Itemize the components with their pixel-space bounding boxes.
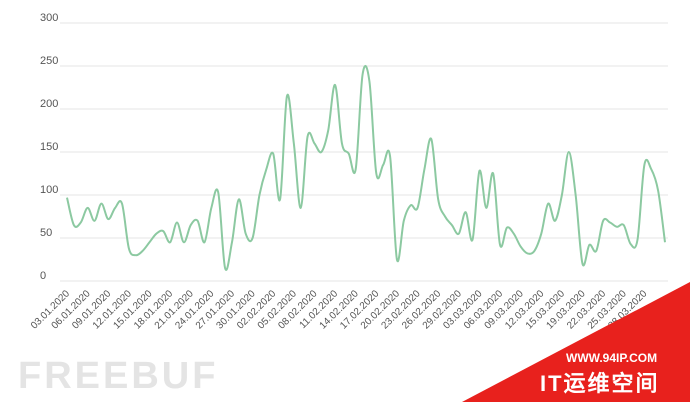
y-tick-label: 250 [40, 55, 58, 67]
watermark: WWW.94IP.COM [566, 351, 657, 365]
line [66, 65, 666, 271]
y-tick-label: 50 [40, 227, 52, 239]
y-tick-label: 200 [40, 98, 58, 110]
y-tick-label: 0 [40, 270, 46, 282]
y-tick-label: 300 [40, 12, 58, 24]
watermark-ribbon [462, 282, 690, 402]
y-tick-label: 150 [40, 141, 58, 153]
y-tick-label: 100 [40, 184, 58, 196]
watermark: FREEBUF [18, 355, 218, 397]
watermark: IT运维空间 [540, 371, 660, 396]
